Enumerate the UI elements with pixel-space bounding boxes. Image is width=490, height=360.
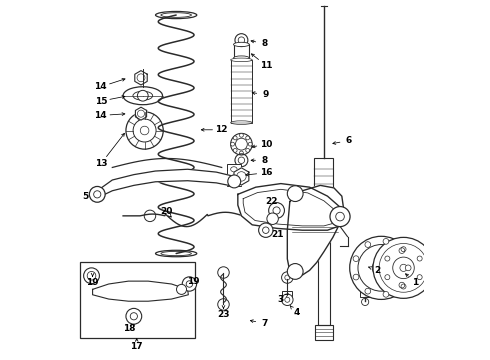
- Circle shape: [176, 284, 187, 294]
- Circle shape: [399, 282, 405, 288]
- Circle shape: [267, 213, 278, 225]
- Polygon shape: [135, 107, 147, 120]
- Circle shape: [228, 175, 241, 188]
- Ellipse shape: [311, 220, 337, 226]
- Circle shape: [365, 288, 371, 294]
- Text: 5: 5: [82, 192, 89, 201]
- Text: 21: 21: [272, 230, 284, 239]
- Circle shape: [282, 294, 293, 306]
- Circle shape: [383, 239, 389, 244]
- Ellipse shape: [231, 58, 252, 62]
- Circle shape: [248, 142, 252, 146]
- Circle shape: [287, 186, 303, 202]
- Bar: [318, 223, 330, 325]
- Text: 3: 3: [278, 294, 284, 303]
- Text: 19: 19: [187, 276, 199, 285]
- Circle shape: [330, 207, 350, 226]
- Ellipse shape: [231, 121, 252, 125]
- Text: 6: 6: [346, 136, 352, 145]
- Circle shape: [231, 142, 235, 146]
- Bar: [227, 175, 241, 186]
- Circle shape: [137, 90, 148, 101]
- Circle shape: [144, 210, 156, 222]
- Bar: [360, 244, 381, 297]
- Text: 8: 8: [262, 156, 268, 165]
- Circle shape: [126, 112, 163, 149]
- Bar: [227, 164, 241, 175]
- Text: 4: 4: [293, 308, 299, 317]
- Bar: [315, 325, 333, 339]
- Bar: [80, 262, 195, 338]
- Bar: [315, 158, 333, 223]
- Circle shape: [233, 136, 237, 140]
- Bar: [282, 291, 293, 298]
- Ellipse shape: [155, 250, 197, 257]
- Circle shape: [231, 134, 252, 155]
- Text: 10: 10: [260, 140, 272, 149]
- Text: 12: 12: [216, 125, 228, 134]
- Circle shape: [259, 223, 273, 237]
- Text: 8: 8: [262, 39, 268, 48]
- Circle shape: [218, 267, 229, 278]
- Text: 2: 2: [374, 266, 381, 275]
- Circle shape: [218, 299, 229, 310]
- Circle shape: [365, 242, 371, 247]
- Polygon shape: [238, 184, 343, 230]
- Bar: [234, 44, 249, 58]
- Text: 9: 9: [263, 90, 269, 99]
- Text: 14: 14: [95, 111, 107, 120]
- Ellipse shape: [234, 56, 249, 60]
- Circle shape: [353, 256, 359, 261]
- Circle shape: [89, 186, 105, 202]
- Text: 7: 7: [262, 319, 268, 328]
- Polygon shape: [97, 169, 234, 198]
- Ellipse shape: [234, 42, 249, 46]
- Polygon shape: [234, 168, 249, 185]
- Text: 22: 22: [266, 197, 278, 206]
- Text: 20: 20: [160, 207, 172, 216]
- Polygon shape: [287, 185, 343, 275]
- Text: 11: 11: [260, 61, 272, 70]
- Text: 15: 15: [95, 96, 107, 105]
- Polygon shape: [93, 281, 188, 301]
- Bar: [231, 60, 252, 123]
- Circle shape: [282, 272, 293, 283]
- Text: 14: 14: [95, 82, 107, 91]
- Ellipse shape: [155, 12, 197, 19]
- Circle shape: [182, 277, 196, 291]
- Ellipse shape: [231, 177, 237, 183]
- Circle shape: [383, 292, 389, 297]
- Text: 23: 23: [217, 310, 230, 319]
- Text: 1: 1: [412, 278, 418, 287]
- Ellipse shape: [231, 167, 237, 172]
- Circle shape: [353, 274, 359, 280]
- Circle shape: [350, 236, 413, 300]
- Circle shape: [240, 134, 244, 137]
- Circle shape: [245, 148, 249, 152]
- Polygon shape: [135, 71, 147, 85]
- Text: 13: 13: [95, 159, 107, 168]
- Text: 18: 18: [123, 324, 136, 333]
- Circle shape: [240, 151, 244, 155]
- Circle shape: [405, 265, 411, 271]
- Circle shape: [373, 237, 434, 298]
- Circle shape: [287, 264, 303, 279]
- Circle shape: [233, 148, 237, 152]
- Circle shape: [269, 203, 285, 219]
- Text: 17: 17: [130, 342, 143, 351]
- Circle shape: [245, 136, 249, 140]
- Circle shape: [126, 309, 142, 324]
- Text: 16: 16: [260, 168, 272, 177]
- Text: 19: 19: [86, 278, 99, 287]
- Circle shape: [399, 248, 405, 253]
